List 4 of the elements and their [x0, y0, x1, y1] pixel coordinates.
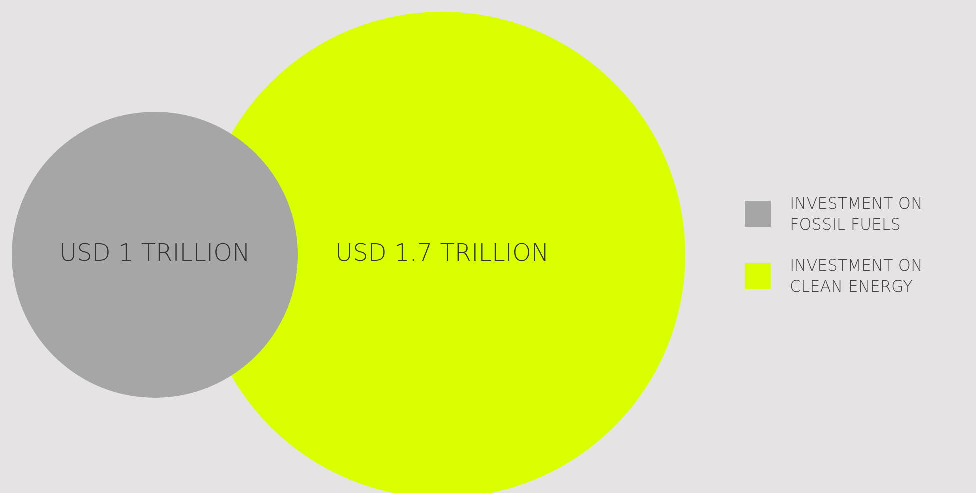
- data-label: USD 1 TRILLION: [60, 239, 250, 268]
- category-label: INVESTMENT ON CLEAN ENERGY: [790, 255, 924, 297]
- category-label: INVESTMENT ON FOSSIL FUELS: [790, 193, 924, 235]
- data-label: USD 1.7 TRILLION: [336, 239, 550, 268]
